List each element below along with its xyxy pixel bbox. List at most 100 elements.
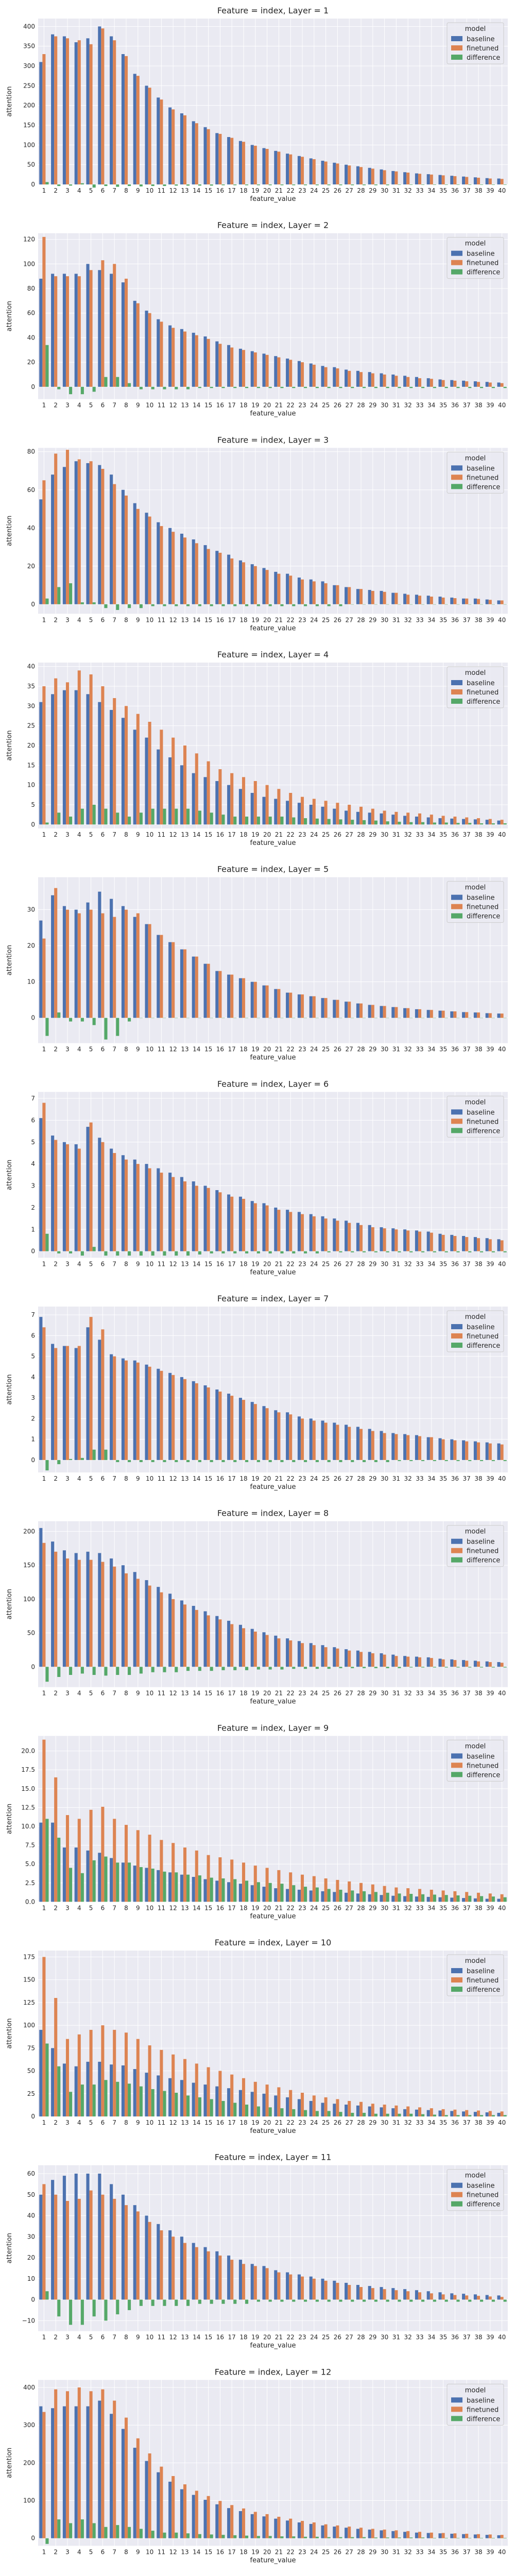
- bar-finetuned: [418, 2292, 422, 2300]
- bar-difference: [69, 1459, 73, 1460]
- bar-baseline: [227, 2255, 231, 2300]
- bar-finetuned: [148, 722, 151, 825]
- bar-difference: [245, 1667, 249, 1670]
- bar-finetuned: [230, 2260, 234, 2300]
- bar-finetuned: [441, 1890, 445, 1902]
- bar-baseline: [497, 600, 501, 604]
- bar-finetuned: [101, 28, 105, 185]
- bar-difference: [351, 604, 354, 605]
- bar-baseline: [157, 97, 160, 184]
- bar-baseline: [180, 1600, 183, 1667]
- bar-difference: [57, 812, 61, 825]
- bar-difference: [210, 1018, 213, 1019]
- bar-baseline: [203, 963, 207, 1018]
- legend-swatch: [451, 465, 462, 471]
- bar-finetuned: [113, 1356, 116, 1460]
- x-tick-label: 34: [427, 1046, 435, 1053]
- bar-baseline: [215, 133, 219, 184]
- bar-finetuned: [394, 1229, 398, 1251]
- bar-baseline: [62, 467, 66, 604]
- y-tick-label: 150: [23, 1562, 35, 1569]
- x-axis-label: feature_value: [250, 195, 296, 203]
- bar-baseline: [356, 1003, 359, 1018]
- bar-finetuned: [89, 270, 93, 387]
- legend-title: model: [465, 1313, 486, 1321]
- x-tick-label: 6: [101, 2334, 105, 2341]
- bar-difference: [233, 386, 237, 388]
- bar-finetuned: [488, 1443, 492, 1460]
- bar-difference: [233, 1879, 237, 1902]
- bar-difference: [221, 2299, 225, 2304]
- chart-title: Feature = index, Layer = 2: [217, 221, 329, 230]
- bar-baseline: [438, 2533, 442, 2538]
- bar-finetuned: [54, 1551, 58, 1667]
- bar-difference: [104, 1667, 108, 1676]
- x-tick-label: 26: [334, 402, 341, 409]
- bar-difference: [327, 2537, 331, 2538]
- bar-finetuned: [218, 1619, 222, 1667]
- x-tick-label: 7: [112, 1046, 116, 1053]
- bar-baseline: [391, 815, 395, 825]
- bar-finetuned: [465, 177, 469, 184]
- bar-finetuned: [383, 1654, 386, 1667]
- bar-finetuned: [336, 1648, 339, 1667]
- bar-finetuned: [418, 1657, 422, 1667]
- bar-difference: [186, 1874, 190, 1902]
- bar-finetuned: [65, 2391, 70, 2538]
- bar-baseline: [121, 54, 125, 184]
- bar-finetuned: [253, 981, 257, 1018]
- bar-finetuned: [324, 2524, 328, 2538]
- x-tick-label: 22: [287, 1904, 295, 1911]
- bar-baseline: [462, 819, 466, 825]
- bar-difference: [245, 2105, 249, 2117]
- bar-finetuned: [453, 817, 457, 825]
- x-tick-label: 3: [65, 1260, 70, 1267]
- bar-baseline: [497, 1239, 501, 1251]
- bar-baseline: [121, 718, 125, 825]
- legend-swatch: [451, 1118, 462, 1124]
- x-tick-label: 33: [416, 2119, 423, 2126]
- bar-difference: [480, 184, 484, 185]
- x-tick-label: 10: [146, 1475, 153, 1482]
- bar-finetuned: [253, 2512, 257, 2538]
- bar-finetuned: [277, 1870, 281, 1902]
- bar-baseline: [39, 499, 43, 604]
- x-tick-label: 10: [146, 187, 153, 194]
- y-tick-label: 0: [31, 1248, 35, 1255]
- x-tick-label: 1: [42, 2334, 46, 2341]
- bar-difference: [139, 604, 143, 608]
- bar-finetuned: [171, 1599, 175, 1667]
- x-tick-label: 29: [369, 1690, 376, 1697]
- x-tick-label: 33: [416, 187, 423, 194]
- x-tick-label: 4: [77, 2119, 81, 2126]
- bar-baseline: [368, 1652, 371, 1667]
- bar-difference: [280, 1251, 284, 1253]
- bar-baseline: [462, 598, 466, 604]
- x-axis-label: feature_value: [250, 1054, 296, 1062]
- bar-baseline: [356, 370, 359, 387]
- x-tick-label: 38: [474, 2548, 482, 2555]
- x-tick-label: 37: [463, 1046, 471, 1053]
- y-tick-label: 50: [27, 161, 35, 168]
- bar-finetuned: [406, 2291, 410, 2300]
- bar-finetuned: [465, 381, 469, 387]
- bar-finetuned: [394, 171, 398, 184]
- y-tick-label: 15.0: [21, 1785, 35, 1792]
- bar-finetuned: [336, 585, 339, 604]
- x-tick-label: 25: [322, 2334, 330, 2341]
- legend-box: [447, 451, 504, 494]
- x-tick-label: 12: [169, 187, 177, 194]
- x-tick-label: 4: [77, 187, 81, 194]
- bar-difference: [128, 604, 131, 608]
- bar-difference: [151, 808, 154, 825]
- bar-difference: [363, 604, 366, 605]
- x-tick-label: 32: [404, 1260, 412, 1267]
- x-tick-label: 9: [136, 1475, 140, 1482]
- bar-finetuned: [54, 888, 58, 1018]
- bar-finetuned: [171, 532, 175, 604]
- x-tick-label: 12: [169, 1475, 177, 1482]
- bar-difference: [409, 1893, 413, 1902]
- x-tick-label: 19: [251, 1690, 259, 1697]
- x-tick-label: 6: [101, 1475, 105, 1482]
